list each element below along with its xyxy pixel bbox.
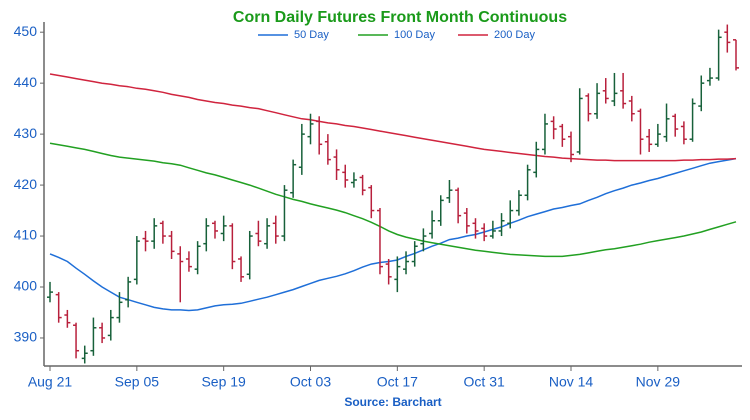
moving-average-line [49, 73, 737, 162]
y-tick-label: 440 [14, 74, 38, 90]
moving-average-line [49, 157, 737, 312]
source-note: Source: Barchart [344, 395, 441, 409]
x-tick-label: Oct 03 [290, 374, 331, 390]
legend-label: 200 Day [494, 29, 535, 41]
legend-label: 50 Day [294, 29, 329, 41]
y-tick-label: 450 [14, 23, 38, 39]
x-tick-label: Oct 31 [464, 374, 505, 390]
x-tick-label: Nov 29 [636, 374, 681, 390]
x-tick-label: Oct 17 [377, 374, 418, 390]
legend-label: 100 Day [394, 29, 435, 41]
x-tick-label: Sep 05 [115, 374, 160, 390]
chart-title: Corn Daily Futures Front Month Continuou… [233, 9, 567, 26]
y-tick-label: 400 [14, 278, 38, 294]
y-tick-label: 420 [14, 176, 38, 192]
x-tick-label: Aug 21 [28, 374, 73, 390]
y-tick-label: 430 [14, 125, 38, 141]
x-tick-label: Sep 19 [201, 374, 246, 390]
moving-average-line [49, 142, 737, 258]
y-tick-label: 390 [14, 329, 38, 345]
y-tick-label: 410 [14, 227, 38, 243]
x-tick-label: Nov 14 [549, 374, 594, 390]
